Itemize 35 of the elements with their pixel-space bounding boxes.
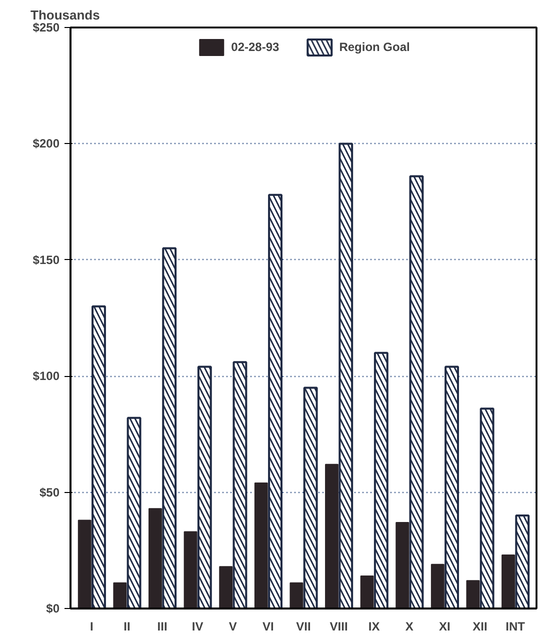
x-tick-label: VII [296,620,311,634]
bar [466,580,480,608]
legend-label: Region Goal [339,40,410,54]
x-tick-label: IV [192,620,204,634]
x-tick-label: VI [262,620,274,634]
bar [219,566,233,608]
x-tick-label: V [228,620,237,634]
x-tick-label: III [157,620,168,634]
bar [430,564,444,608]
bar [184,531,198,608]
x-tick-label: INT [506,620,526,634]
bar [325,464,338,608]
x-tick-label: X [405,620,414,634]
y-tick-label: $100 [32,369,60,384]
x-tick-label: VIII [330,620,348,634]
bar [502,554,515,608]
x-tick-label: II [124,620,130,634]
x-tick-label: I [90,620,94,634]
x-tick-label: XI [439,620,450,634]
bar [78,520,92,608]
x-tick-label: IX [368,620,380,634]
bar [360,575,374,608]
y-tick-label: $200 [32,136,60,151]
y-tick-label: $250 [32,20,60,34]
bar [396,522,410,608]
y-axis-title: Thousands [30,8,100,22]
bar [254,482,268,608]
y-tick-label: $150 [32,252,60,267]
x-tick-label: XII [472,620,488,634]
legend-label: 02-28-93 [231,40,280,54]
bar [148,508,162,608]
y-tick-label: $50 [39,485,60,500]
bar [113,582,127,608]
y-tick-label: $0 [46,602,60,616]
bar [290,582,304,608]
